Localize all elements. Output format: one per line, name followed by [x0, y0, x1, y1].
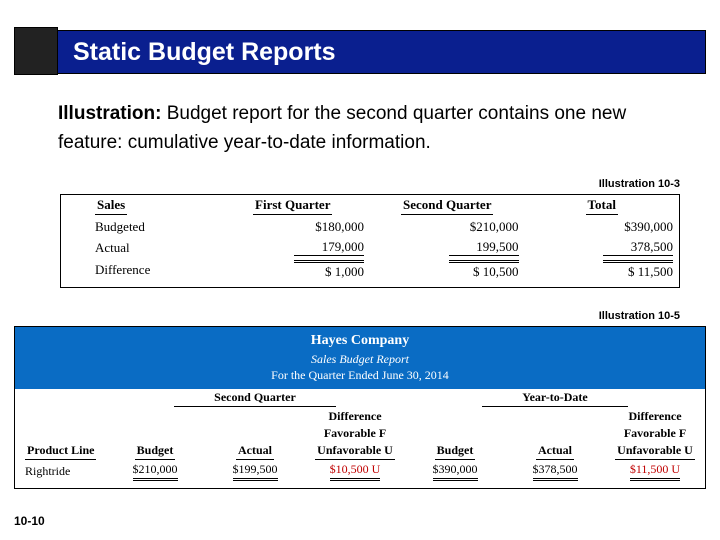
- illustration-label-1: Illustration 10-3: [599, 178, 680, 190]
- fig2-row-qbudget: $210,000: [133, 462, 178, 481]
- title-accent-box: [14, 27, 58, 75]
- fig1-hdr-q1: First Quarter: [253, 197, 332, 215]
- figure-10-5: Hayes Company Sales Budget Report For th…: [14, 326, 706, 489]
- fig2-col-budget-q: Budget: [135, 443, 176, 460]
- fig2-section-y: Year-to-Date: [482, 390, 628, 407]
- fig1-diff-q1: $ 1,000: [294, 260, 364, 280]
- fig2-col-budget-y: Budget: [435, 443, 476, 460]
- fig1-diff-q2: $ 10,500: [449, 260, 519, 280]
- fig2-row-ybudget: $390,000: [433, 462, 478, 481]
- fig1-budgeted-total: $390,000: [525, 217, 680, 237]
- fig2-section-q: Second Quarter: [174, 390, 336, 407]
- fig2-period: For the Quarter Ended June 30, 2014: [15, 367, 705, 383]
- fig1-actual-q2: 199,500: [449, 239, 519, 256]
- fig1-budgeted-label: Budgeted: [61, 217, 216, 237]
- fig2-col-actual-y: Actual: [536, 443, 574, 460]
- intro-paragraph: Illustration: Budget report for the seco…: [58, 100, 680, 157]
- intro-label: Illustration:: [58, 103, 161, 124]
- fig1-actual-total: 378,500: [603, 239, 673, 256]
- fig2-row-name: Rightride: [15, 461, 105, 482]
- fig1-hdr-q2: Second Quarter: [401, 197, 493, 215]
- fig2-diff-label-y: Difference: [605, 408, 705, 425]
- fig2-fav-y1: Favorable F: [605, 425, 705, 442]
- slide-title: Static Budget Reports: [73, 38, 336, 67]
- fig2-col-product: Product Line: [25, 443, 96, 460]
- page-number: 10-10: [14, 514, 45, 528]
- fig2-row-qdiff: $10,500 U: [330, 462, 381, 481]
- fig1-hdr-total: Total: [586, 197, 618, 215]
- fig1-budgeted-q1: $180,000: [216, 217, 371, 237]
- fig1-hdr-sales: Sales: [95, 197, 127, 215]
- fig1-actual-q1: 179,000: [294, 239, 364, 256]
- fig2-table: Second Quarter Year-to-Date Difference D…: [15, 389, 705, 488]
- fig1-table: Sales First Quarter Second Quarter Total…: [61, 195, 679, 282]
- fig2-row-qactual: $199,500: [233, 462, 278, 481]
- fig2-col-actual-q: Actual: [236, 443, 274, 460]
- fig1-diff-total: $ 11,500: [603, 260, 673, 280]
- fig2-header: Hayes Company Sales Budget Report For th…: [15, 327, 705, 389]
- fig2-fav-q2: Unfavorable U: [315, 443, 395, 460]
- title-bar: Static Budget Reports: [14, 30, 706, 74]
- fig2-subtitle: Sales Budget Report: [15, 351, 705, 367]
- fig1-budgeted-q2: $210,000: [370, 217, 525, 237]
- fig1-diff-label: Difference: [61, 258, 216, 282]
- figure-10-3: Sales First Quarter Second Quarter Total…: [60, 194, 680, 288]
- fig2-diff-label-q: Difference: [305, 408, 405, 425]
- fig2-company: Hayes Company: [15, 332, 705, 351]
- fig2-row-ydiff: $11,500 U: [630, 462, 680, 481]
- fig1-actual-label: Actual: [61, 237, 216, 258]
- fig2-row-yactual: $378,500: [533, 462, 578, 481]
- illustration-label-2: Illustration 10-5: [599, 310, 680, 322]
- fig2-fav-y2: Unfavorable U: [615, 443, 695, 460]
- fig2-fav-q1: Favorable F: [305, 425, 405, 442]
